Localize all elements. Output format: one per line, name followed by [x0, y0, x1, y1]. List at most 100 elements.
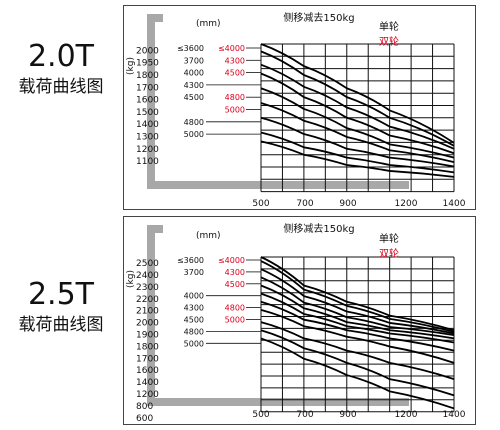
height-label-double: 4300: [225, 56, 245, 65]
model-capacity-label: 2.0T: [27, 39, 95, 74]
load-curve-8: [260, 131, 455, 174]
chart-title: 侧移减去150kg: [283, 11, 354, 24]
y-tick-label: 2100: [136, 307, 159, 317]
load-curve-1: [260, 43, 455, 144]
height-unit-label: (mm): [196, 231, 221, 241]
y-tick-label: 2400: [136, 271, 159, 281]
height-label-single: 4500: [184, 316, 204, 325]
y-tick-label: 1200: [136, 145, 159, 155]
x-tick-label: 900: [339, 410, 356, 420]
height-label-double: 4300: [225, 268, 245, 277]
y-tick-label: 1600: [136, 366, 159, 376]
y-tick-label: 2300: [136, 283, 159, 293]
y-tick-label: 1800: [136, 71, 159, 81]
height-label-double: ≤4000: [218, 44, 245, 53]
load-curve-6: [260, 292, 455, 344]
height-label-single: 4300: [184, 81, 204, 90]
chart-2-label: 2.5T 载荷曲线图: [0, 278, 122, 336]
y-axis-label: (kg): [126, 270, 136, 288]
x-tick-label: 1200: [395, 199, 418, 209]
load-curve-6: [260, 102, 455, 163]
load-curve-10: [260, 329, 455, 397]
x-tick-label: 900: [339, 199, 356, 209]
chart-title: 侧移减去150kg: [283, 222, 354, 235]
x-tick-label: 700: [296, 199, 313, 209]
load-curve-11: [260, 337, 455, 410]
height-label-single: 5000: [184, 339, 204, 348]
fork-frame: [147, 14, 409, 189]
height-label-double: 5000: [225, 316, 245, 325]
height-label-single: ≤3600: [177, 256, 204, 265]
fork-frame: [147, 225, 409, 406]
height-label-single: 5000: [184, 130, 204, 139]
height-label-single: 4800: [184, 327, 204, 336]
legend-double-wheel: 双轮: [379, 247, 399, 260]
height-label-double: 4500: [225, 69, 245, 78]
load-curve-caption: 载荷曲线图: [18, 77, 104, 97]
load-curve-3: [260, 268, 455, 335]
load-curve-4: [260, 72, 455, 155]
legend-single-wheel: 单轮: [379, 20, 399, 33]
load-curve-9: [260, 321, 455, 380]
y-tick-label: 1200: [136, 390, 159, 400]
height-label-single: 4500: [184, 93, 204, 102]
load-curve-5: [260, 87, 455, 159]
y-tick-label: 1600: [136, 96, 159, 106]
load-curve-3: [260, 63, 455, 150]
height-label-single: 4000: [184, 69, 204, 78]
load-chart-25t: 2500 2400 2300 2200 2100 2000 1900 1800 1700 1600…: [123, 216, 476, 425]
height-label-single: 4000: [184, 292, 204, 301]
legend-double-wheel: 双轮: [379, 35, 399, 48]
load-curve-1: [260, 256, 455, 332]
load-curve-9: [260, 140, 455, 178]
x-tick-label: 1400: [443, 410, 466, 420]
y-tick-label: 1500: [136, 108, 159, 118]
y-tick-label: 1300: [136, 132, 159, 142]
y-tick-label: 2000: [136, 46, 159, 56]
height-label-double: 4800: [225, 304, 245, 313]
load-curve-4: [260, 276, 455, 337]
y-axis-label: (kg): [126, 57, 136, 75]
load-curve-7: [260, 116, 455, 168]
height-label-double: 4500: [225, 280, 245, 289]
height-label-single: 4800: [184, 118, 204, 127]
load-chart-2t: 2000 1950 1800 1700 1600 1500 1400 1300 1200 1100…: [123, 5, 476, 210]
load-curve-2: [260, 50, 455, 147]
legend-single-wheel: 单轮: [379, 232, 399, 245]
y-tick-label: 2500: [136, 259, 159, 269]
y-tick-label: 1400: [136, 378, 159, 388]
x-tick-label: 1400: [443, 199, 466, 209]
load-curve-caption: 载荷曲线图: [18, 315, 104, 335]
y-tick-label: 1400: [136, 120, 159, 130]
y-tick-label: 2000: [136, 319, 159, 329]
load-chart-svg: 2000 1950 1800 1700 1600 1500 1400 1300 1200 1100…: [126, 11, 466, 209]
y-tick-label: 1800: [136, 342, 159, 352]
x-tick-label: 700: [296, 410, 313, 420]
y-tick-label: 1700: [136, 354, 159, 364]
y-tick-label: 2200: [136, 295, 159, 305]
height-label-double: 4800: [225, 93, 245, 102]
x-tick-label: 500: [252, 410, 269, 420]
height-label-double: ≤4000: [218, 256, 245, 265]
load-curve-2: [260, 260, 455, 333]
x-tick-label: 1200: [395, 410, 418, 420]
load-curve-7: [260, 300, 455, 352]
height-label-single: 3700: [184, 268, 204, 277]
height-unit-label: (mm): [196, 19, 221, 29]
y-tick-label: 1700: [136, 83, 159, 93]
model-capacity-label: 2.5T: [27, 277, 95, 312]
load-curve-5: [260, 284, 455, 340]
load-curve-8: [260, 309, 455, 364]
y-tick-label: 600: [136, 414, 153, 424]
y-tick-label: 1950: [136, 59, 159, 69]
chart-1-label: 2.0T 载荷曲线图: [0, 40, 122, 98]
y-tick-label: 1900: [136, 331, 159, 341]
y-tick-label: 1100: [136, 157, 159, 167]
x-tick-label: 500: [252, 199, 269, 209]
height-label-double: 5000: [225, 106, 245, 115]
height-label-single: 3700: [184, 56, 204, 65]
y-tick-label: 800: [136, 402, 153, 412]
height-label-single: 4300: [184, 304, 204, 313]
height-label-single: ≤3600: [177, 44, 204, 53]
